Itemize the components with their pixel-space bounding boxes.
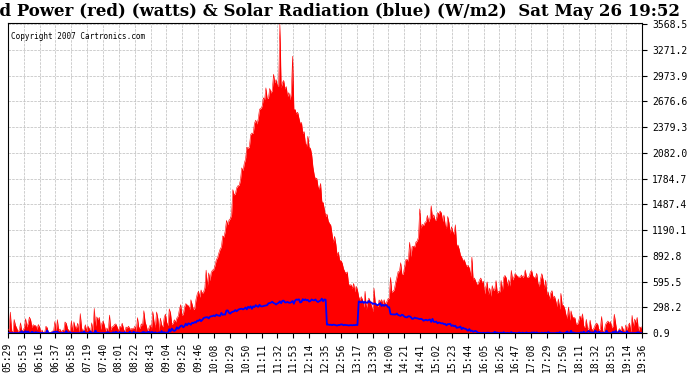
Title: Grid Power (red) (watts) & Solar Radiation (blue) (W/m2)  Sat May 26 19:52: Grid Power (red) (watts) & Solar Radiati… — [0, 3, 680, 20]
Text: Copyright 2007 Cartronics.com: Copyright 2007 Cartronics.com — [11, 32, 145, 41]
